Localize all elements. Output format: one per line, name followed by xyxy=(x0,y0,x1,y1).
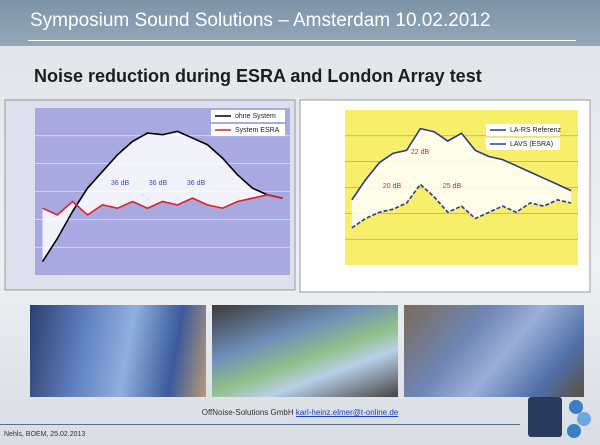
company: OffNoise-Solutions GmbH xyxy=(201,408,294,417)
annotation: 36 dB xyxy=(187,180,206,187)
legend-box xyxy=(211,110,285,122)
legend-box xyxy=(486,124,560,136)
annotation: 36 dB xyxy=(111,180,130,187)
annotation: 36 dB xyxy=(149,180,168,187)
annotation: 20 dB xyxy=(383,183,402,190)
series-line xyxy=(42,194,283,216)
footer-left: Nehls, BOEM, 25.02.2013 xyxy=(4,431,86,438)
photo xyxy=(404,305,584,397)
series-line xyxy=(41,130,283,263)
slide-heading: Noise reduction during ESRA and London A… xyxy=(34,66,482,86)
email-link[interactable]: karl-heinz.elmer@t-online.de xyxy=(295,408,399,417)
annotation: 25 dB xyxy=(443,183,462,190)
legend-box xyxy=(486,138,560,150)
legend-label: ohne System xyxy=(235,113,276,120)
footer: OffNoise-Solutions GmbH karl-heinz.elmer… xyxy=(0,408,600,417)
series-line xyxy=(351,183,572,229)
title-bar xyxy=(0,0,600,46)
legend-box xyxy=(211,124,285,136)
title-rule xyxy=(28,40,576,41)
charts: ohne System System ESRA 36 dB 36 dB 36 dB LA-… xyxy=(4,99,591,293)
logo xyxy=(528,397,591,438)
series-line xyxy=(351,127,572,201)
annotation: 22 dB xyxy=(411,149,430,156)
gap-area xyxy=(42,131,283,262)
legend-label: LAVS (ESRA) xyxy=(510,141,553,148)
photo xyxy=(30,305,206,397)
photo xyxy=(212,305,398,397)
legend-label: System ESRA xyxy=(235,127,280,134)
legend-label: LA-RS Referenz xyxy=(510,127,561,134)
slide-title: Symposium Sound Solutions – Amsterdam 10… xyxy=(30,10,491,31)
footer-rule xyxy=(0,424,520,425)
